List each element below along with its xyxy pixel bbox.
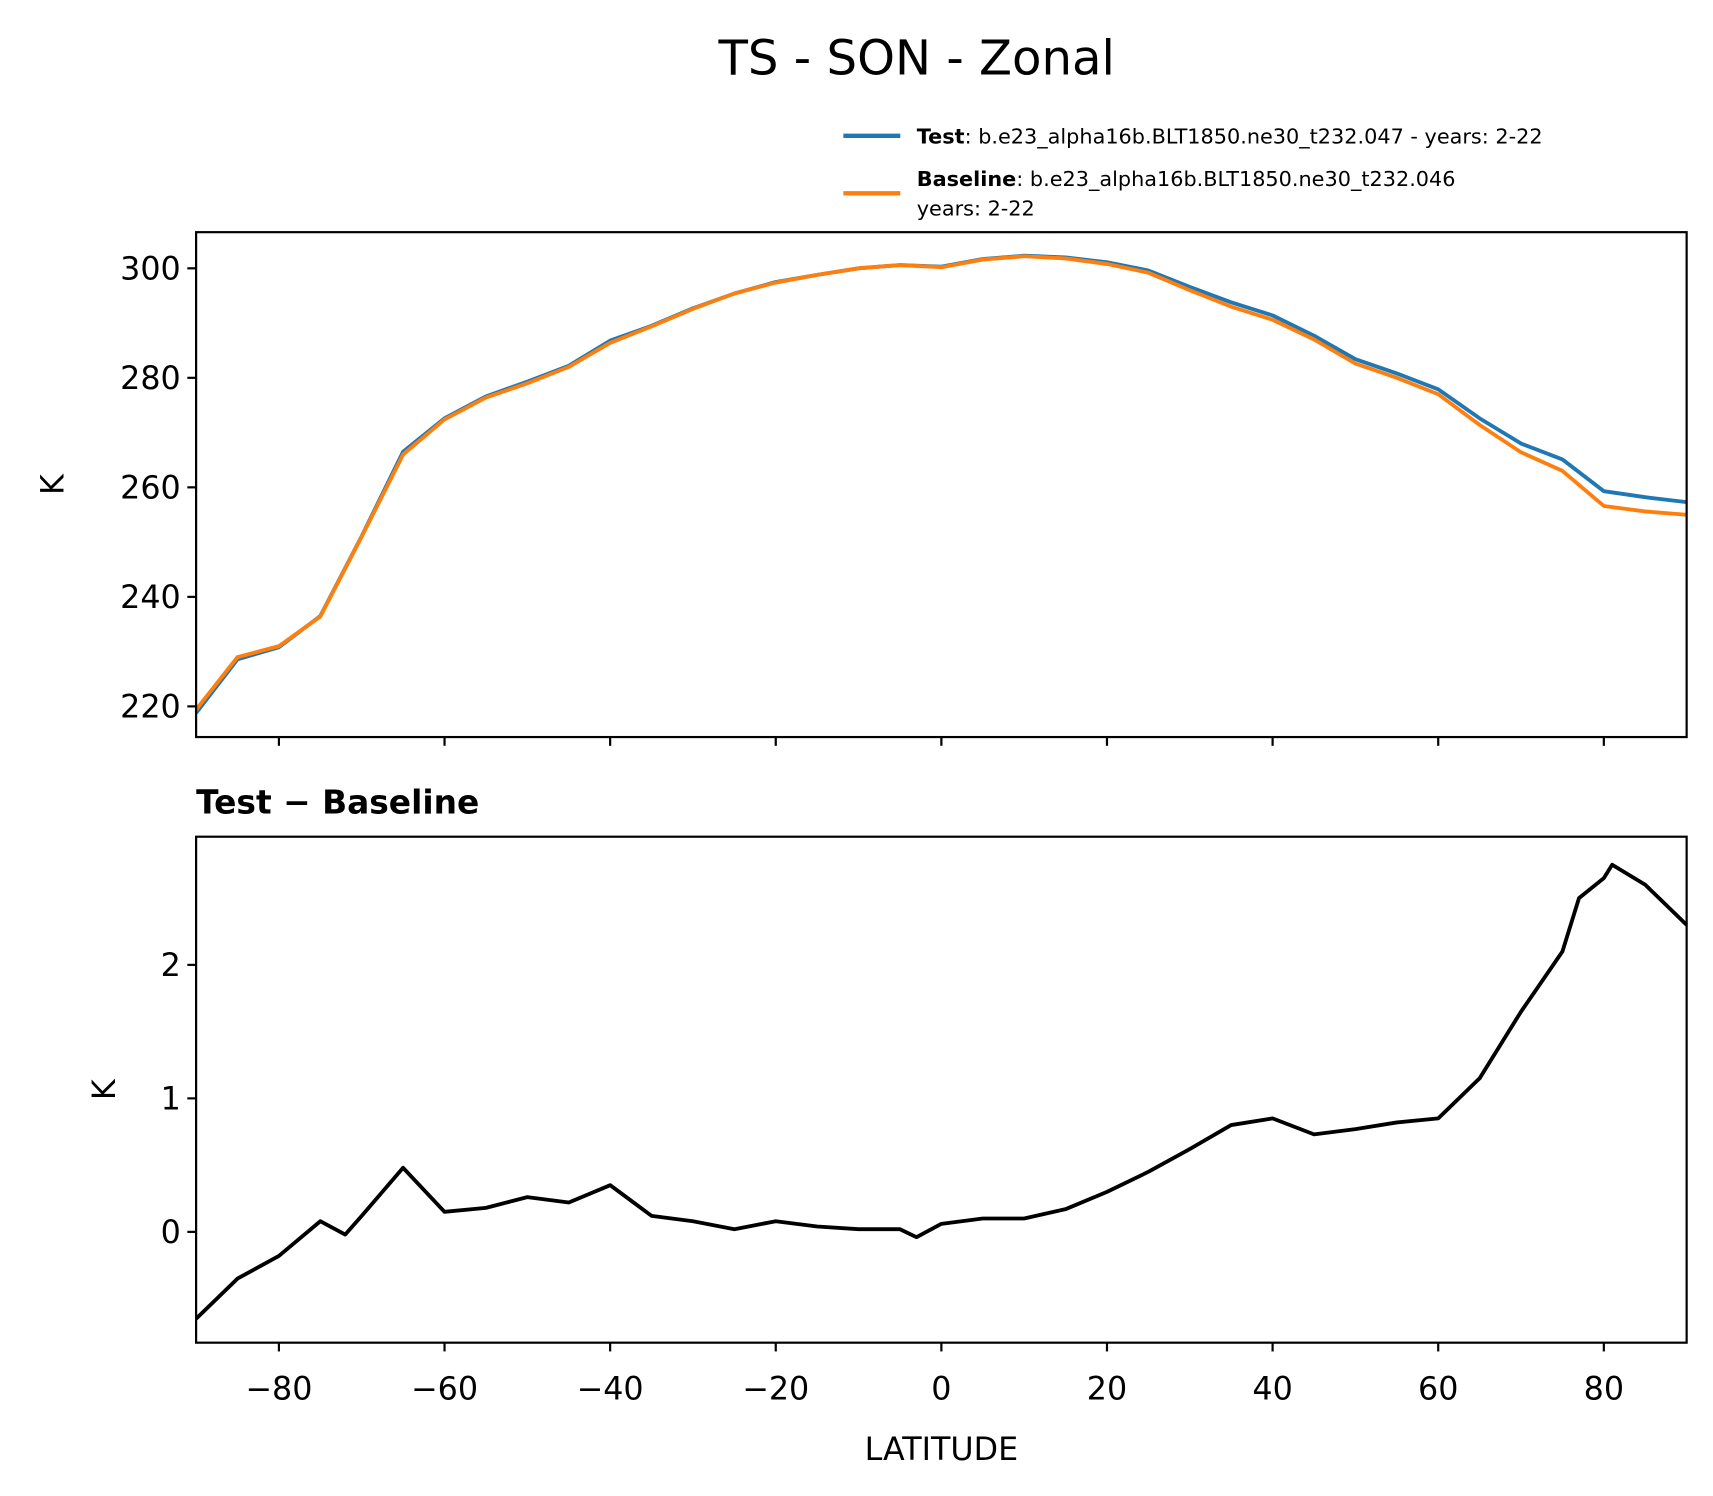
data-line <box>194 253 1687 715</box>
y-tick-label: 300 <box>120 251 181 287</box>
legend-label: Baseline: b.e23_alpha16b.BLT1850.ne30_t2… <box>917 167 1456 191</box>
x-tick-label: 20 <box>1087 1372 1127 1408</box>
x-tick-label: 40 <box>1252 1372 1292 1408</box>
y-tick-label: 1 <box>161 1081 181 1117</box>
x-tick-label: −20 <box>742 1372 809 1408</box>
x-tick-label: −60 <box>411 1372 478 1408</box>
legend-name: Baseline <box>917 167 1017 191</box>
y-tick-label: 260 <box>120 470 181 506</box>
y-axis-label: K <box>36 473 72 495</box>
x-axis-label: LATITUDE <box>865 1432 1019 1468</box>
legend-text: years: 2-22 <box>917 197 1035 221</box>
y-tick-label: 220 <box>120 689 181 725</box>
x-tick-label: 80 <box>1584 1372 1624 1408</box>
x-tick-label: −40 <box>577 1372 644 1408</box>
chart-title: TS - SON - Zonal <box>717 30 1114 86</box>
legend-text: : b.e23_alpha16b.BLT1850.ne30_t232.046 <box>1016 167 1455 191</box>
x-tick-label: 60 <box>1418 1372 1458 1408</box>
data-line <box>194 862 1688 1321</box>
plot-frame <box>195 231 1688 739</box>
y-tick-label: 2 <box>161 948 181 984</box>
y-tick-label: 0 <box>161 1215 181 1251</box>
y-tick-label: 280 <box>120 361 181 397</box>
legend-label: Test: b.e23_alpha16b.BLT1850.ne30_t232.0… <box>917 124 1543 148</box>
y-tick-label: 240 <box>120 580 181 616</box>
data-line <box>194 254 1687 711</box>
legend-name: Test <box>917 124 965 148</box>
x-tick-label: 0 <box>931 1372 951 1408</box>
x-tick-label: −80 <box>245 1372 312 1408</box>
legend-label: years: 2-22 <box>917 197 1035 221</box>
plot-frame <box>195 835 1688 1344</box>
subplot-title: Test − Baseline <box>196 784 479 822</box>
legend-text: : b.e23_alpha16b.BLT1850.ne30_t232.047 -… <box>965 124 1543 148</box>
y-axis-label: K <box>87 1078 123 1100</box>
